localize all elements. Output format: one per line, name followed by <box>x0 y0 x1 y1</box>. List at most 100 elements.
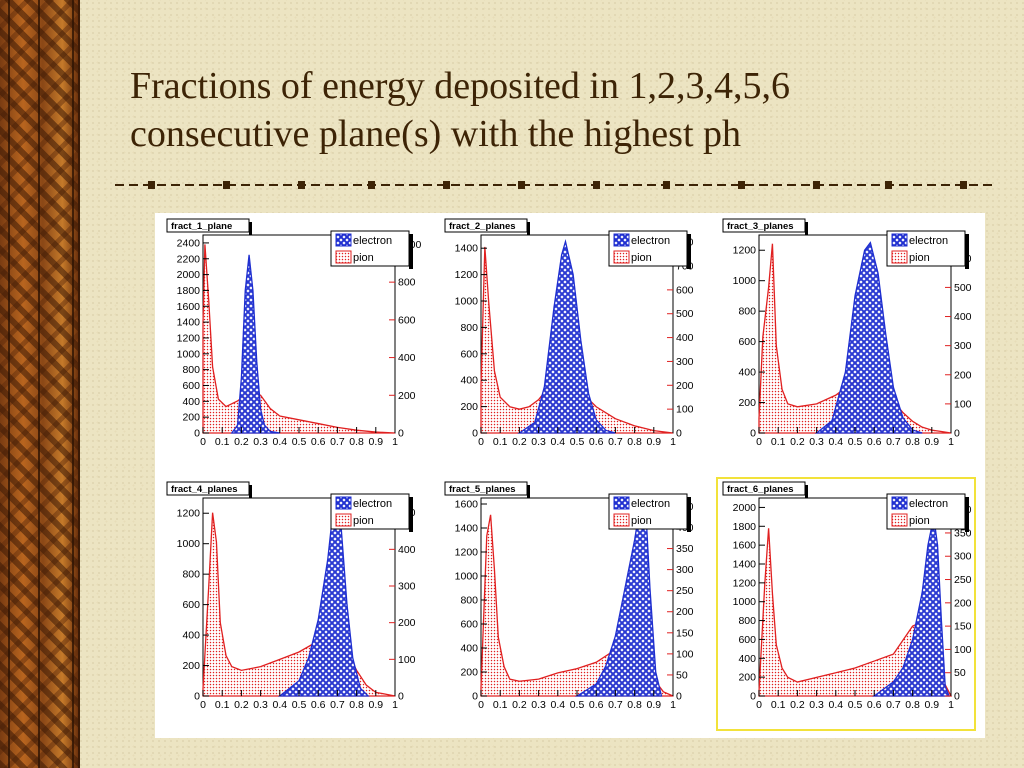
x-tick-label: 1 <box>670 699 676 711</box>
electron-histogram <box>872 516 951 697</box>
selected-pad-highlight <box>716 477 976 731</box>
histogram-name-box: fract_6_planes <box>722 481 808 498</box>
x-tick-label: 0.7 <box>608 436 623 448</box>
histogram-2: 0 200 400 600 800 1000 1200 1400 0 100 200 300 400 50… <box>444 218 694 448</box>
left-tick-label: 200 <box>738 672 756 684</box>
x-tick-label: 0.6 <box>311 699 326 711</box>
legend-pion-label: pion <box>909 252 930 264</box>
left-tick-label: 0 <box>194 428 200 440</box>
right-tick-label: 200 <box>398 617 416 629</box>
right-tick-label: 100 <box>676 648 694 660</box>
x-tick-label: 0.5 <box>848 436 863 448</box>
electron-histogram <box>517 239 616 434</box>
x-tick-label: 0.1 <box>215 699 230 711</box>
x-tick-label: 0.8 <box>349 436 364 448</box>
x-tick-label: 0.7 <box>330 699 345 711</box>
right-tick-label: 50 <box>676 669 688 681</box>
left-tick-label: 0 <box>472 428 478 440</box>
x-tick-label: 0.4 <box>272 436 287 448</box>
x-tick-label: 0.2 <box>790 699 805 711</box>
left-tick-label: 1400 <box>455 523 479 535</box>
left-tick-label: 400 <box>182 630 200 642</box>
wood-border <box>0 0 80 768</box>
left-tick-label: 0 <box>750 691 756 703</box>
legend-pion-swatch <box>891 250 908 264</box>
left-tick-label: 1600 <box>455 499 479 511</box>
left-tick-label: 1400 <box>177 317 201 329</box>
right-tick-label: 400 <box>676 332 694 344</box>
left-tick-label: 600 <box>460 348 478 360</box>
name-box-shadow <box>527 222 530 235</box>
legend-electron-swatch <box>335 496 352 510</box>
legend: electron pion <box>886 230 969 269</box>
x-tick-label: 0.1 <box>215 436 230 448</box>
left-tick-label: 1000 <box>733 596 757 608</box>
left-tick-label: 600 <box>738 336 756 348</box>
legend-electron-swatch <box>613 233 630 247</box>
x-tick-label: 0.6 <box>589 699 604 711</box>
right-tick-label: 50 <box>954 667 966 679</box>
x-tick-label: 0 <box>200 436 206 448</box>
x-tick-label: 0.5 <box>848 699 863 711</box>
right-tick-label: 500 <box>676 308 694 320</box>
right-tick-label: 300 <box>398 581 416 593</box>
histogram-3: 0200400600800100012000100200300400500600… <box>722 218 972 448</box>
x-tick-label: 0.7 <box>886 699 901 711</box>
legend-electron-swatch <box>335 233 352 247</box>
right-tick-label: 300 <box>954 340 972 352</box>
left-tick-label: 1000 <box>177 538 201 550</box>
slide-title-line-1: Fractions of energy deposited in 1,2,3,4… <box>130 65 790 107</box>
x-tick-label: 0.6 <box>867 436 882 448</box>
histogram-1: 0200400600800100012001400160018002000220… <box>166 218 422 448</box>
histogram-name-box: fract_5_planes <box>444 481 530 498</box>
left-tick-label: 600 <box>182 599 200 611</box>
x-tick-label: 0.4 <box>828 699 843 711</box>
name-box-shadow <box>805 485 808 498</box>
left-tick-label: 1400 <box>733 559 757 571</box>
histogram-name: fract_4_planes <box>171 484 238 495</box>
left-tick-label: 400 <box>460 643 478 655</box>
histogram-grid: 0200400600800100012001400160018002000220… <box>166 218 976 731</box>
left-tick-label: 2000 <box>733 502 757 514</box>
right-tick-label: 100 <box>954 644 972 656</box>
left-tick-label: 2200 <box>177 253 201 265</box>
left-tick-label: 1000 <box>455 571 479 583</box>
right-tick-label: 250 <box>954 574 972 586</box>
x-tick-label: 0.2 <box>512 699 527 711</box>
x-tick-label: 0.4 <box>550 699 565 711</box>
right-tick-label: 600 <box>398 314 416 326</box>
left-tick-label: 200 <box>460 667 478 679</box>
legend-pion-label: pion <box>631 515 652 527</box>
electron-histogram <box>230 254 280 434</box>
histogram-4: 020040060080010001200010020030040050000.… <box>166 481 416 711</box>
histogram-name-box: fract_4_planes <box>166 481 252 498</box>
legend-pion-label: pion <box>353 252 374 264</box>
left-tick-label: 1800 <box>733 521 757 533</box>
left-tick-label: 0 <box>194 691 200 703</box>
right-tick-label: 300 <box>676 564 694 576</box>
left-tick-label: 400 <box>738 653 756 665</box>
right-tick-label: 500 <box>954 282 972 294</box>
x-tick-label: 0.8 <box>905 436 920 448</box>
left-tick-label: 1200 <box>455 269 479 281</box>
x-tick-label: 0.3 <box>253 436 268 448</box>
name-box-shadow <box>805 222 808 235</box>
histogram-name-box: fract_3_planes <box>722 218 808 235</box>
left-tick-label: 1200 <box>455 547 479 559</box>
right-tick-label: 150 <box>954 621 972 633</box>
legend-pion-swatch <box>613 250 630 264</box>
legend: electron pion <box>886 493 969 532</box>
x-tick-label: 0.3 <box>809 699 824 711</box>
x-tick-label: 0.4 <box>828 436 843 448</box>
left-tick-label: 800 <box>182 569 200 581</box>
pion-histogram <box>202 512 396 697</box>
x-tick-label: 0.2 <box>234 699 249 711</box>
left-tick-label: 1400 <box>455 243 479 255</box>
right-tick-label: 200 <box>954 597 972 609</box>
right-tick-label: 300 <box>676 356 694 368</box>
x-tick-label: 0.7 <box>886 436 901 448</box>
x-tick-label: 0.9 <box>646 699 661 711</box>
legend-shadow <box>687 497 691 532</box>
left-tick-label: 200 <box>182 412 200 424</box>
right-tick-label: 300 <box>954 551 972 563</box>
